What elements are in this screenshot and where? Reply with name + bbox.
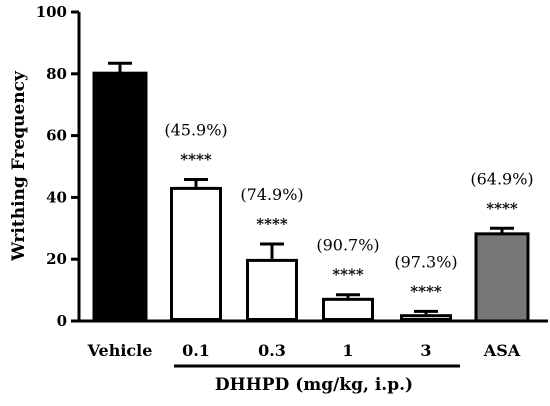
inhibition-percent-label: (74.9%)	[240, 185, 303, 204]
inhibition-percent-label: (64.9%)	[470, 169, 533, 188]
bar-0-3	[246, 258, 298, 321]
significance-label: ****	[180, 150, 212, 168]
dhhpd-group-label: DHHPD (mg/kg, i.p.)	[215, 375, 413, 395]
bar-asa	[474, 232, 530, 323]
bar-vehicle	[92, 71, 148, 323]
inhibition-percent-label: (90.7%)	[316, 236, 379, 255]
y-tick-label: 60	[46, 127, 67, 145]
significance-label: ****	[486, 199, 518, 217]
x-category-label: 1	[342, 341, 353, 360]
x-category-label: 0.3	[258, 341, 286, 360]
x-category-label: ASA	[483, 341, 521, 360]
plot-area: 0 20 40 60 80 100 Vehicle 0.1 (45.9%) **** 0.3 (74.…	[36, 3, 548, 368]
inhibition-percent-label: (97.3%)	[394, 252, 457, 271]
y-tick-label: 40	[46, 188, 67, 206]
y-tick-label: 0	[57, 312, 67, 330]
bar-3	[400, 314, 452, 321]
x-category-label: 3	[420, 341, 431, 360]
significance-label: ****	[332, 266, 364, 284]
y-tick-label: 20	[46, 250, 67, 268]
x-category-label: 0.1	[182, 341, 210, 360]
inhibition-percent-label: (45.9%)	[164, 120, 227, 139]
y-tick-label: 80	[46, 65, 67, 83]
significance-label: ****	[256, 215, 288, 233]
x-category-label: Vehicle	[87, 341, 153, 360]
bar-1	[322, 297, 374, 322]
bar-0-1	[170, 186, 222, 321]
significance-label: ****	[410, 282, 442, 300]
y-tick-label: 100	[36, 3, 67, 21]
y-axis-title: Writhing Frequency	[9, 70, 29, 262]
